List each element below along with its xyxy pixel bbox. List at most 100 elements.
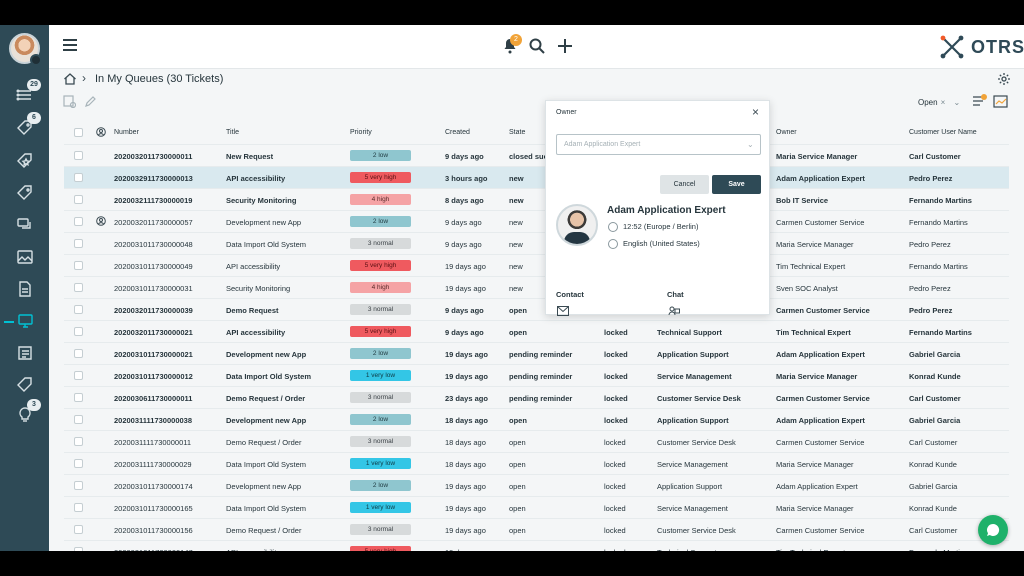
row-checkbox[interactable] [74, 305, 83, 314]
table-row[interactable]: 2020032011730000011 New Request 2 low 9 day… [64, 144, 1009, 166]
ticket-number[interactable]: 2020031111730000038 [114, 416, 193, 425]
table-row[interactable]: 2020031111730000038 Development new App 2 … [64, 408, 1009, 430]
ticket-title[interactable]: Data Import Old System [226, 240, 307, 249]
col-created[interactable]: Created [445, 129, 470, 136]
ticket-title[interactable]: Data Import Old System [226, 372, 312, 381]
ticket-number[interactable]: 2020031011730000174 [114, 482, 193, 491]
ticket-number[interactable]: 2020032011730000039 [114, 306, 193, 315]
alert-tag-icon[interactable]: 6 [15, 112, 41, 138]
select-all-checkbox[interactable] [74, 128, 83, 137]
chart-icon[interactable] [993, 95, 1009, 109]
ticket-title[interactable]: Security Monitoring [226, 284, 291, 293]
monitor-icon[interactable] [15, 311, 35, 331]
row-checkbox[interactable] [74, 349, 83, 358]
row-checkbox[interactable] [74, 371, 83, 380]
table-row[interactable]: 2020031011730000031 Security Monitoring 4 … [64, 276, 1009, 298]
cancel-button[interactable]: Cancel [660, 175, 709, 194]
ticket-title[interactable]: Demo Request / Order [226, 394, 306, 403]
ticket-title[interactable]: Development new App [226, 350, 307, 359]
table-row[interactable]: 2020032911730000013 API accessibility 5 ve… [64, 166, 1009, 188]
lightbulb-icon[interactable]: 3 [15, 399, 41, 425]
row-checkbox[interactable] [74, 195, 83, 204]
search-icon[interactable] [528, 37, 546, 55]
row-checkbox[interactable] [74, 503, 83, 512]
table-row[interactable]: 2020031011730000048 Data Import Old Syste… [64, 232, 1009, 254]
row-checkbox[interactable] [74, 283, 83, 292]
tag-icon[interactable] [15, 183, 35, 203]
col-state[interactable]: State [509, 129, 526, 136]
row-checkbox[interactable] [74, 239, 83, 248]
table-row[interactable]: 2020031011730000012 Data Import Old Syste… [64, 364, 1009, 386]
row-checkbox[interactable] [74, 151, 83, 160]
image-icon[interactable] [15, 247, 35, 267]
chat-person-icon[interactable] [668, 303, 680, 316]
ticket-title[interactable]: Demo Request [226, 306, 279, 315]
ticket-title[interactable]: Development new App [226, 218, 302, 227]
row-checkbox[interactable] [74, 459, 83, 468]
ticket-number[interactable]: 2020032011730000021 [114, 328, 193, 337]
state-filter-chip[interactable]: Open × ⌄ [918, 98, 960, 107]
table-row[interactable]: 2020031111730000029 Data Import Old Syste… [64, 452, 1009, 474]
ticket-title[interactable]: Data Import Old System [226, 460, 307, 469]
save-button[interactable]: Save [712, 175, 761, 194]
ticket-number[interactable]: 2020031111730000029 [114, 460, 192, 469]
edit-icon[interactable] [84, 95, 97, 108]
ticket-title[interactable]: Demo Request / Order [226, 526, 302, 535]
table-row[interactable]: 2020032011730000039 Demo Request 3 normal 9… [64, 298, 1009, 320]
row-checkbox[interactable] [74, 415, 83, 424]
ticket-title[interactable]: Demo Request / Order [226, 438, 302, 447]
ticket-number[interactable]: 2020032011730000057 [114, 218, 193, 227]
ticket-number[interactable]: 2020032011730000011 [114, 152, 193, 161]
ticket-title[interactable]: API accessibility [226, 548, 280, 551]
table-row[interactable]: 2020032011730000021 API accessibility 5 ve… [64, 320, 1009, 342]
chat-fab-button[interactable] [978, 515, 1008, 545]
row-checkbox[interactable] [74, 393, 83, 402]
document-icon[interactable] [15, 279, 35, 299]
col-owner[interactable]: Owner [776, 129, 797, 136]
ticket-number[interactable]: 2020031011730000012 [114, 372, 193, 381]
list-doc-icon[interactable] [15, 343, 35, 363]
tickets-icon[interactable]: 29 [15, 79, 41, 105]
row-checkbox[interactable] [74, 525, 83, 534]
ticket-title[interactable]: Data Import Old System [226, 504, 307, 513]
ticket-number[interactable]: 2020031011730000147 [114, 548, 193, 551]
ticket-title[interactable]: API accessibility [226, 262, 281, 271]
col-priority[interactable]: Priority [350, 129, 372, 136]
gear-icon[interactable] [997, 72, 1011, 86]
ticket-number[interactable]: 2020030611730000011 [114, 394, 193, 403]
table-row[interactable]: 2020031011730000049 API accessibility 5 ve… [64, 254, 1009, 276]
table-row[interactable]: 2020032011730000057 Development new App 2 … [64, 210, 1009, 232]
ticket-number[interactable]: 2020032911730000013 [114, 174, 193, 183]
table-row[interactable]: 2020031011730000021 Development new App 2 … [64, 342, 1009, 364]
table-row[interactable]: 2020031011730000174 Development new App 2 … [64, 474, 1009, 496]
plus-icon[interactable] [556, 37, 574, 55]
ticket-number[interactable]: 2020031111730000011 [114, 438, 192, 447]
table-row[interactable]: 2020031011730000156 Demo Request / Order 3… [64, 518, 1009, 540]
table-row[interactable]: 2020031011730000165 Data Import Old Syste… [64, 496, 1009, 518]
row-checkbox[interactable] [74, 173, 83, 182]
ticket-number[interactable]: 2020031011730000048 [114, 240, 193, 249]
table-row[interactable]: 2020030611730000011 Demo Request / Order 3… [64, 386, 1009, 408]
ticket-title[interactable]: Development new App [226, 416, 307, 425]
row-checkbox[interactable] [74, 327, 83, 336]
table-row[interactable]: 2020031111730000011 Demo Request / Order 3… [64, 430, 1009, 452]
row-checkbox[interactable] [74, 217, 83, 226]
mail-icon[interactable] [557, 303, 569, 316]
ticket-number[interactable]: 2020031011730000031 [114, 284, 193, 293]
label-icon[interactable] [15, 375, 35, 395]
col-number[interactable]: Number [114, 129, 139, 136]
otrs-logo[interactable]: OTRS [939, 33, 1024, 61]
chat-bubbles-icon[interactable] [15, 215, 35, 235]
table-row[interactable]: 2020032111730000019 Security Monitoring 4 … [64, 188, 1009, 210]
owner-select[interactable]: Adam Application Expert ⌄ [556, 134, 761, 155]
ticket-title[interactable]: API accessibility [226, 328, 286, 337]
ticket-title[interactable]: New Request [226, 152, 274, 161]
table-row[interactable]: 2020031011730000147 API accessibility 5 ve… [64, 540, 1009, 551]
bulk-action-icon[interactable] [63, 95, 77, 109]
ticket-title[interactable]: Security Monitoring [226, 196, 297, 205]
row-checkbox[interactable] [74, 261, 83, 270]
row-checkbox[interactable] [74, 481, 83, 490]
row-checkbox[interactable] [74, 437, 83, 446]
col-title[interactable]: Title [226, 129, 239, 136]
ticket-title[interactable]: API accessibility [226, 174, 286, 183]
